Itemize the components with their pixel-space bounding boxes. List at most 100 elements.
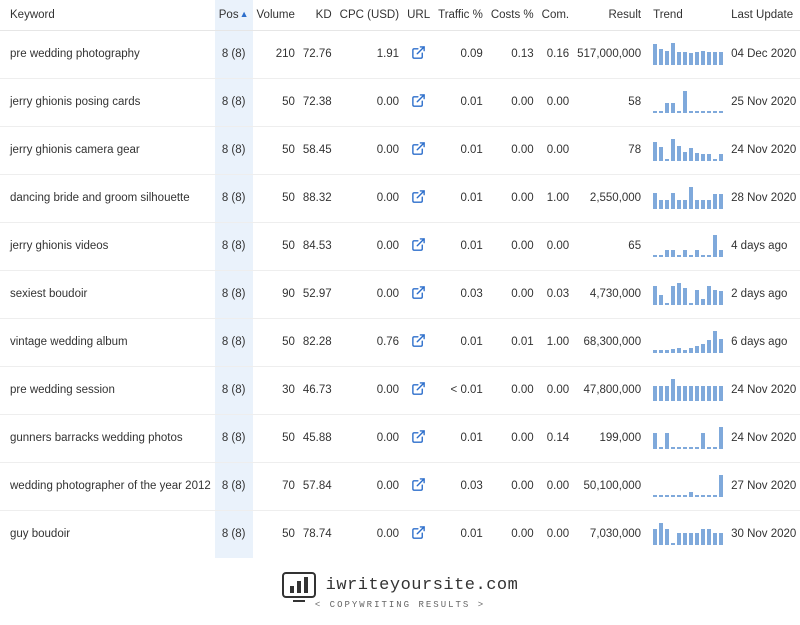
external-link-icon[interactable] <box>411 333 427 349</box>
cell-update: 04 Dec 2020 <box>727 30 800 78</box>
external-link-icon[interactable] <box>411 381 427 397</box>
cell-volume: 50 <box>253 222 299 270</box>
external-link-icon[interactable] <box>411 237 427 253</box>
cell-keyword[interactable]: pre wedding photography <box>0 30 215 78</box>
col-header-costs[interactable]: Costs % <box>487 0 538 30</box>
cell-costs: 0.00 <box>487 126 538 174</box>
external-link-icon[interactable] <box>411 477 427 493</box>
cell-url[interactable] <box>403 414 434 462</box>
cell-keyword[interactable]: jerry ghionis videos <box>0 222 215 270</box>
cell-costs: 0.00 <box>487 174 538 222</box>
cell-result: 58 <box>573 78 645 126</box>
external-link-icon[interactable] <box>411 525 427 541</box>
cell-cpc: 0.76 <box>336 318 403 366</box>
col-header-result[interactable]: Result <box>573 0 645 30</box>
cell-volume: 50 <box>253 174 299 222</box>
col-header-update[interactable]: Last Update <box>727 0 800 30</box>
cell-result: 199,000 <box>573 414 645 462</box>
table-row: jerry ghionis videos8 (8)5084.530.000.01… <box>0 222 800 270</box>
cell-traffic: 0.01 <box>434 510 487 558</box>
cell-costs: 0.00 <box>487 462 538 510</box>
table-row: wedding photographer of the year 20128 (… <box>0 462 800 510</box>
cell-url[interactable] <box>403 174 434 222</box>
external-link-icon[interactable] <box>411 429 427 445</box>
cell-trend <box>645 270 727 318</box>
cell-com: 0.00 <box>538 462 573 510</box>
cell-volume: 90 <box>253 270 299 318</box>
cell-kd: 58.45 <box>299 126 336 174</box>
footer-brand: iwriteyoursite.com <box>326 576 519 595</box>
cell-url[interactable] <box>403 270 434 318</box>
keyword-table: Keyword Pos▲ Volume KD CPC (USD) URL Tra… <box>0 0 800 558</box>
cell-keyword[interactable]: guy boudoir <box>0 510 215 558</box>
cell-keyword[interactable]: vintage wedding album <box>0 318 215 366</box>
cell-com: 0.00 <box>538 510 573 558</box>
cell-url[interactable] <box>403 510 434 558</box>
cell-result: 47,800,000 <box>573 366 645 414</box>
cell-update: 6 days ago <box>727 318 800 366</box>
cell-update: 24 Nov 2020 <box>727 366 800 414</box>
col-header-kd[interactable]: KD <box>299 0 336 30</box>
col-header-trend[interactable]: Trend <box>645 0 727 30</box>
cell-keyword[interactable]: sexiest boudoir <box>0 270 215 318</box>
cell-kd: 52.97 <box>299 270 336 318</box>
cell-traffic: 0.01 <box>434 126 487 174</box>
cell-com: 1.00 <box>538 174 573 222</box>
cell-kd: 88.32 <box>299 174 336 222</box>
cell-pos: 8 (8) <box>215 318 253 366</box>
cell-url[interactable] <box>403 126 434 174</box>
external-link-icon[interactable] <box>411 141 427 157</box>
col-header-cpc[interactable]: CPC (USD) <box>336 0 403 30</box>
cell-pos: 8 (8) <box>215 174 253 222</box>
table-row: vintage wedding album8 (8)5082.280.760.0… <box>0 318 800 366</box>
cell-url[interactable] <box>403 222 434 270</box>
cell-keyword[interactable]: pre wedding session <box>0 366 215 414</box>
external-link-icon[interactable] <box>411 285 427 301</box>
footer: iwriteyoursite.com < COPYWRITING RESULTS… <box>0 558 800 610</box>
col-header-keyword[interactable]: Keyword <box>0 0 215 30</box>
cell-volume: 50 <box>253 510 299 558</box>
cell-keyword[interactable]: jerry ghionis posing cards <box>0 78 215 126</box>
cell-cpc: 0.00 <box>336 510 403 558</box>
cell-url[interactable] <box>403 462 434 510</box>
table-row: pre wedding session8 (8)3046.730.00< 0.0… <box>0 366 800 414</box>
trend-sparkline <box>653 283 723 305</box>
cell-volume: 70 <box>253 462 299 510</box>
cell-com: 0.00 <box>538 126 573 174</box>
cell-keyword[interactable]: wedding photographer of the year 2012 <box>0 462 215 510</box>
cell-volume: 50 <box>253 318 299 366</box>
col-header-pos[interactable]: Pos▲ <box>215 0 253 30</box>
cell-costs: 0.00 <box>487 510 538 558</box>
cell-pos: 8 (8) <box>215 366 253 414</box>
cell-result: 4,730,000 <box>573 270 645 318</box>
table-row: jerry ghionis camera gear8 (8)5058.450.0… <box>0 126 800 174</box>
cell-pos: 8 (8) <box>215 222 253 270</box>
external-link-icon[interactable] <box>411 93 427 109</box>
cell-keyword[interactable]: jerry ghionis camera gear <box>0 126 215 174</box>
cell-com: 0.16 <box>538 30 573 78</box>
cell-kd: 82.28 <box>299 318 336 366</box>
cell-pos: 8 (8) <box>215 270 253 318</box>
cell-traffic: 0.01 <box>434 78 487 126</box>
external-link-icon[interactable] <box>411 189 427 205</box>
cell-keyword[interactable]: gunners barracks wedding photos <box>0 414 215 462</box>
cell-keyword[interactable]: dancing bride and groom silhouette <box>0 174 215 222</box>
cell-pos: 8 (8) <box>215 414 253 462</box>
col-header-traffic[interactable]: Traffic % <box>434 0 487 30</box>
cell-url[interactable] <box>403 30 434 78</box>
cell-url[interactable] <box>403 318 434 366</box>
cell-cpc: 1.91 <box>336 30 403 78</box>
col-header-com[interactable]: Com. <box>538 0 573 30</box>
trend-sparkline <box>653 91 723 113</box>
cell-traffic: 0.01 <box>434 414 487 462</box>
cell-update: 25 Nov 2020 <box>727 78 800 126</box>
cell-url[interactable] <box>403 366 434 414</box>
col-header-volume[interactable]: Volume <box>253 0 299 30</box>
cell-volume: 50 <box>253 126 299 174</box>
col-header-url[interactable]: URL <box>403 0 434 30</box>
cell-url[interactable] <box>403 78 434 126</box>
external-link-icon[interactable] <box>411 45 427 61</box>
cell-cpc: 0.00 <box>336 126 403 174</box>
trend-sparkline <box>653 427 723 449</box>
cell-result: 2,550,000 <box>573 174 645 222</box>
